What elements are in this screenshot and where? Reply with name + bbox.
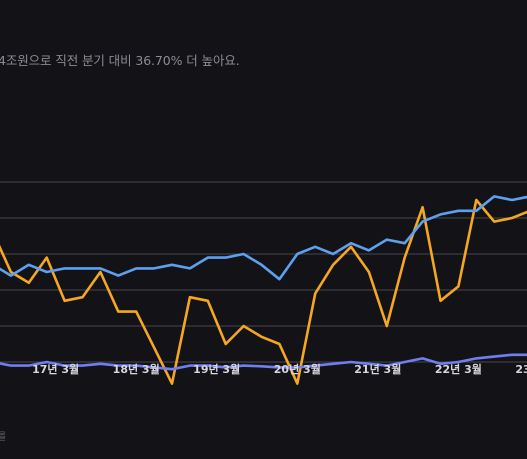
series-0-point-27 — [474, 198, 478, 202]
series-2-point-24 — [421, 356, 425, 360]
x-tick-label-6: 22년 3월 — [435, 362, 482, 376]
series-0-point-26 — [456, 284, 460, 288]
series-line-1 — [0, 195, 527, 281]
series-1-point-29 — [510, 198, 514, 202]
series-1-point-3 — [45, 270, 49, 274]
series-0-point-13 — [224, 342, 228, 346]
series-1-point-11 — [188, 266, 192, 270]
series-1-point-6 — [98, 266, 102, 270]
series-1-point-25 — [439, 212, 443, 216]
series-2-point-29 — [510, 353, 514, 357]
series-2-point-15 — [260, 364, 264, 368]
series-0-point-28 — [492, 220, 496, 224]
series-0-point-2 — [27, 281, 31, 285]
series-1-point-17 — [295, 252, 299, 256]
series-0-point-5 — [81, 295, 85, 299]
series-0-point-29 — [510, 216, 514, 220]
series-0-point-11 — [188, 295, 192, 299]
series-0-point-4 — [63, 299, 67, 303]
series-2-point-27 — [474, 356, 478, 360]
series-0-point-6 — [98, 270, 102, 274]
chart-subtitle: 4조원으로 직전 분기 대비 36.70% 더 높아요. — [0, 53, 240, 68]
x-tick-label-4: 20년 3월 — [274, 362, 321, 376]
series-1-point-9 — [152, 266, 156, 270]
series-1-point-26 — [456, 209, 460, 213]
series-1-point-12 — [206, 256, 210, 260]
series-0-point-19 — [331, 263, 335, 267]
series-line-0 — [0, 198, 527, 385]
series-1-point-18 — [313, 245, 317, 249]
series-0-point-15 — [260, 335, 264, 339]
series-1-point-15 — [260, 263, 264, 267]
series-0-point-22 — [385, 324, 389, 328]
series-line-2 — [0, 353, 527, 371]
series-1-point-22 — [385, 238, 389, 242]
series-1-point-5 — [81, 266, 85, 270]
series-1-point-27 — [474, 209, 478, 213]
series-1-point-20 — [349, 241, 353, 245]
series-1-point-4 — [63, 266, 67, 270]
series-2-point-11 — [188, 364, 192, 368]
series-0-point-16 — [277, 342, 281, 346]
series-2-point-5 — [81, 364, 85, 368]
series-2-point-20 — [349, 360, 353, 364]
x-tick-label-1: 17년 3월 — [32, 362, 79, 376]
series-2-point-14 — [242, 364, 246, 368]
series-0-point-9 — [152, 346, 156, 350]
series-1-point-13 — [224, 256, 228, 260]
series-1-point-28 — [492, 194, 496, 198]
series-0-point-10 — [170, 382, 174, 386]
series-1-point-16 — [277, 277, 281, 281]
series-0-point-3 — [45, 256, 49, 260]
x-tick-label-3: 19년 3월 — [193, 362, 240, 376]
series-1-point-14 — [242, 252, 246, 256]
series-0-point-14 — [242, 324, 246, 328]
x-tick-label-2: 18년 3월 — [113, 362, 160, 376]
series-2-point-6 — [98, 362, 102, 366]
series-1-point-8 — [134, 266, 138, 270]
series-1-point-19 — [331, 252, 335, 256]
series-1-point-23 — [403, 241, 407, 245]
series-0-point-12 — [206, 299, 210, 303]
x-tick-label-5: 21년 3월 — [354, 362, 401, 376]
series-2-point-10 — [170, 367, 174, 371]
series-0-point-24 — [421, 205, 425, 209]
series-2-point-19 — [331, 362, 335, 366]
series-1-point-24 — [421, 220, 425, 224]
series-0-point-25 — [439, 299, 443, 303]
series-0-point-7 — [116, 310, 120, 314]
series-0-point-8 — [134, 310, 138, 314]
x-tick-label-7: 23년 3월 — [515, 362, 527, 376]
series-0-point-17 — [295, 382, 299, 386]
series-2-point-23 — [403, 360, 407, 364]
chart-footnote: 를 — [0, 432, 7, 443]
series-1-point-7 — [116, 274, 120, 278]
series-2-point-28 — [492, 355, 496, 359]
series-2-point-1 — [9, 364, 13, 368]
series-0-point-23 — [403, 256, 407, 260]
series-1-point-1 — [9, 274, 13, 278]
series-1-point-21 — [367, 248, 371, 252]
series-0-point-18 — [313, 292, 317, 296]
series-0-point-21 — [367, 270, 371, 274]
series-1-point-2 — [27, 263, 31, 267]
series-2-point-2 — [27, 364, 31, 368]
series-1-point-10 — [170, 263, 174, 267]
